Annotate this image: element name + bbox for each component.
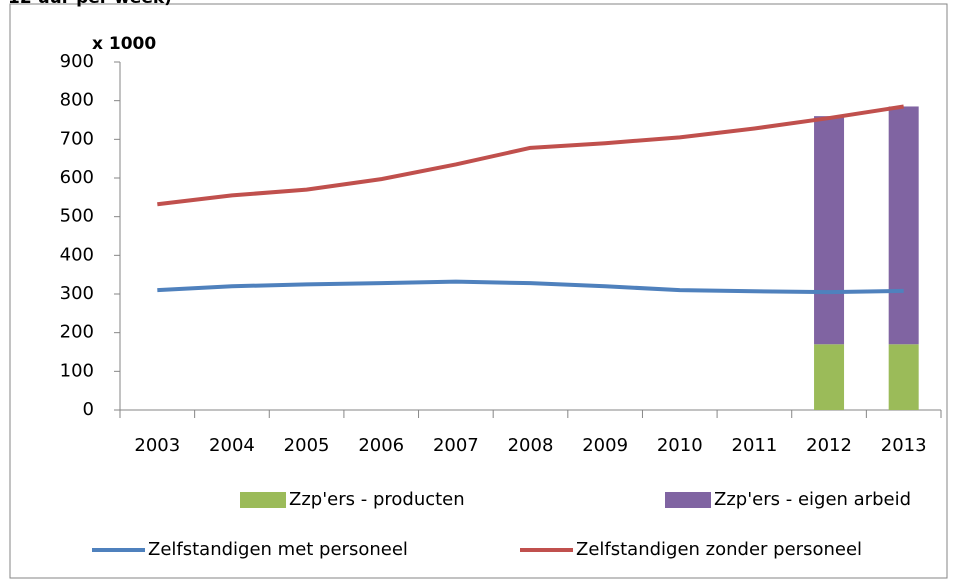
x-tick-label: 2005 xyxy=(284,435,330,456)
bar-segment xyxy=(888,106,919,345)
legend-label: Zzp'ers - eigen arbeid xyxy=(714,489,911,510)
bar-segment xyxy=(814,344,845,410)
x-tick-label: 2007 xyxy=(433,435,479,456)
y-tick-label: 0 xyxy=(83,399,94,420)
x-tick-label: 2012 xyxy=(806,435,852,456)
y-tick-label: 500 xyxy=(60,206,94,227)
x-tick-label: 2008 xyxy=(508,435,554,456)
x-tick-label: 2010 xyxy=(657,435,703,456)
y-tick-label: 200 xyxy=(60,322,94,343)
bar-segment xyxy=(814,116,845,345)
y-tick-label: 900 xyxy=(60,51,94,72)
y-tick-label: 600 xyxy=(60,167,94,188)
y-tick-label: 100 xyxy=(60,360,94,381)
x-tick-label: 2003 xyxy=(134,435,180,456)
y-tick-label: 400 xyxy=(60,244,94,265)
x-tick-label: 2009 xyxy=(582,435,628,456)
line xyxy=(157,104,904,207)
legend-label: Zelfstandigen zonder personeel xyxy=(576,539,862,560)
x-tick-label: 2004 xyxy=(209,435,255,456)
y-axis-label: x 1000 xyxy=(92,34,156,54)
chart-title: 12 uur per week) xyxy=(8,0,172,8)
y-tick-label: 300 xyxy=(60,283,94,304)
x-tick-label: 2013 xyxy=(881,435,927,456)
line xyxy=(157,279,904,295)
legend-swatch xyxy=(665,492,711,508)
y-tick-label: 800 xyxy=(60,90,94,111)
bar-segment xyxy=(888,344,919,410)
legend-label: Zzp'ers - producten xyxy=(289,489,465,510)
legend-label: Zelfstandigen met personeel xyxy=(148,539,408,560)
legend-swatch xyxy=(240,492,286,508)
y-tick-label: 700 xyxy=(60,128,94,149)
x-tick-label: 2006 xyxy=(358,435,404,456)
x-tick-label: 2011 xyxy=(732,435,778,456)
